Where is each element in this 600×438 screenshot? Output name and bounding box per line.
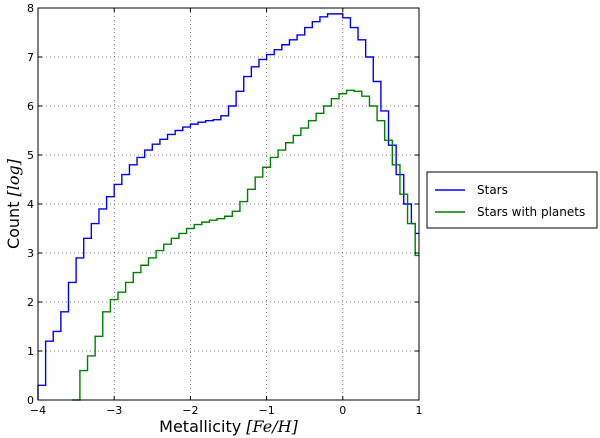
y-tick-label: 1 [27,345,34,358]
y-axis-label: Count [4,202,23,250]
y-tick-label: 7 [27,51,34,64]
y-tick-label: 8 [27,2,34,15]
x-axis-math: [Fe/H] [246,417,298,436]
series-line-stars-with-planets [72,89,419,401]
x-tick-label: 1 [416,404,423,417]
x-tick-label: 0 [339,404,346,417]
x-tick-label: −4 [30,404,46,417]
legend-box [426,171,598,229]
series-line-stars [37,13,419,400]
x-tick-label: −2 [182,404,198,417]
legend: Stars Stars with planets [426,171,598,229]
y-tick-label: 5 [27,149,34,162]
series-layer [37,13,419,401]
legend-label-stars: Stars [477,183,508,197]
y-tick-label: 4 [27,198,34,211]
y-axis-title: Count [log] [4,158,23,249]
x-tick-label: −3 [106,404,122,417]
y-axis-math: [log] [4,158,23,196]
x-tick-label: −1 [258,404,274,417]
y-tick-label: 2 [27,296,34,309]
y-tick-label: 6 [27,100,34,113]
ticks: −4 −3 −2 −1 0 1 0 1 2 3 4 5 6 7 8 [27,2,423,417]
y-tick-label: 0 [27,394,34,407]
x-axis-title: Metallicity [Fe/H] [159,417,298,436]
legend-label-stars-with-planets: Stars with planets [477,205,585,219]
x-axis-label: Metallicity [159,417,241,436]
y-tick-label: 3 [27,247,34,260]
